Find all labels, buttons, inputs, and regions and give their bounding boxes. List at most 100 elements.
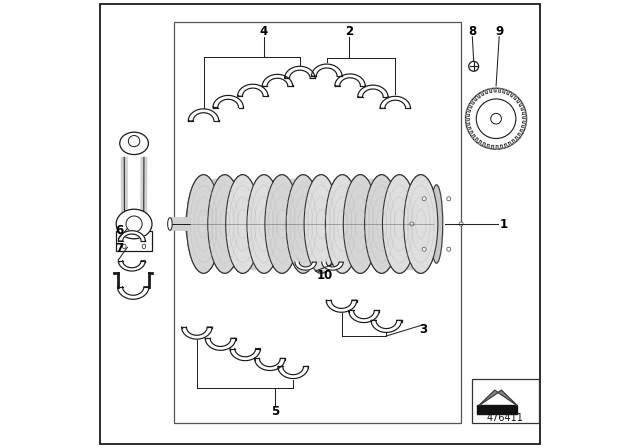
Ellipse shape	[129, 135, 140, 147]
Ellipse shape	[186, 175, 221, 273]
Ellipse shape	[286, 175, 320, 273]
Polygon shape	[118, 231, 145, 241]
Ellipse shape	[225, 202, 243, 246]
Polygon shape	[500, 145, 503, 149]
Text: 476411: 476411	[487, 413, 524, 423]
Text: 8: 8	[468, 25, 476, 38]
Ellipse shape	[208, 175, 242, 273]
Text: 3: 3	[419, 323, 427, 336]
Ellipse shape	[265, 175, 299, 273]
Ellipse shape	[343, 175, 378, 273]
Polygon shape	[326, 300, 356, 312]
Polygon shape	[230, 349, 260, 361]
Polygon shape	[349, 310, 379, 323]
Ellipse shape	[304, 175, 338, 273]
Polygon shape	[522, 121, 527, 124]
Polygon shape	[358, 85, 388, 97]
Text: 10: 10	[316, 269, 333, 282]
Ellipse shape	[325, 175, 360, 273]
Polygon shape	[182, 327, 212, 339]
Text: 5: 5	[271, 405, 279, 418]
Ellipse shape	[303, 202, 321, 246]
Ellipse shape	[365, 175, 399, 273]
Ellipse shape	[264, 202, 282, 246]
Ellipse shape	[422, 247, 426, 251]
Polygon shape	[469, 131, 473, 134]
Polygon shape	[508, 142, 512, 146]
Ellipse shape	[476, 99, 516, 138]
Ellipse shape	[142, 244, 146, 249]
Ellipse shape	[381, 202, 399, 246]
Polygon shape	[473, 97, 477, 101]
Text: 4: 4	[260, 25, 268, 38]
Ellipse shape	[459, 222, 463, 226]
Ellipse shape	[168, 218, 172, 230]
Ellipse shape	[410, 222, 414, 226]
Ellipse shape	[247, 175, 281, 273]
Polygon shape	[335, 74, 365, 86]
Ellipse shape	[186, 202, 204, 246]
Ellipse shape	[430, 185, 443, 263]
Polygon shape	[467, 127, 471, 130]
Polygon shape	[496, 146, 498, 149]
Ellipse shape	[122, 244, 126, 249]
Text: 1: 1	[500, 217, 508, 231]
Polygon shape	[371, 320, 401, 332]
Ellipse shape	[466, 88, 527, 149]
Ellipse shape	[208, 175, 242, 273]
Polygon shape	[472, 134, 476, 138]
Text: 2: 2	[345, 25, 353, 38]
Ellipse shape	[404, 175, 438, 273]
Ellipse shape	[304, 175, 338, 273]
Polygon shape	[515, 136, 519, 140]
Polygon shape	[504, 143, 508, 148]
Polygon shape	[474, 138, 479, 142]
Polygon shape	[470, 101, 474, 104]
Polygon shape	[118, 261, 145, 271]
Ellipse shape	[404, 175, 438, 273]
Polygon shape	[481, 91, 484, 96]
Ellipse shape	[422, 197, 426, 201]
Ellipse shape	[365, 175, 399, 273]
Polygon shape	[467, 109, 470, 112]
Ellipse shape	[447, 197, 451, 201]
Polygon shape	[466, 114, 470, 116]
Ellipse shape	[116, 209, 152, 239]
Polygon shape	[262, 74, 292, 86]
Bar	[472, 379, 539, 423]
Ellipse shape	[265, 175, 299, 273]
Polygon shape	[523, 116, 527, 119]
Polygon shape	[278, 366, 308, 379]
Polygon shape	[512, 139, 516, 143]
Ellipse shape	[491, 113, 501, 124]
Polygon shape	[521, 107, 525, 111]
Ellipse shape	[126, 216, 142, 232]
Ellipse shape	[286, 175, 320, 273]
Polygon shape	[285, 66, 315, 78]
Polygon shape	[476, 94, 480, 98]
Polygon shape	[380, 96, 410, 108]
Polygon shape	[482, 142, 486, 147]
Ellipse shape	[343, 175, 378, 273]
Polygon shape	[312, 64, 342, 76]
Polygon shape	[520, 129, 524, 133]
Ellipse shape	[247, 175, 281, 273]
Ellipse shape	[342, 202, 360, 246]
Polygon shape	[522, 125, 525, 128]
Text: 7: 7	[115, 242, 124, 255]
Polygon shape	[519, 103, 524, 107]
Polygon shape	[213, 95, 243, 108]
Polygon shape	[502, 89, 506, 93]
Ellipse shape	[447, 247, 451, 251]
Polygon shape	[322, 262, 343, 270]
Ellipse shape	[468, 61, 479, 71]
Polygon shape	[518, 133, 522, 137]
Ellipse shape	[120, 132, 148, 155]
Polygon shape	[522, 112, 526, 115]
Polygon shape	[466, 123, 470, 125]
Bar	[174, 22, 461, 423]
Polygon shape	[516, 99, 521, 103]
Ellipse shape	[186, 175, 221, 273]
Polygon shape	[486, 144, 490, 148]
Polygon shape	[506, 90, 510, 95]
